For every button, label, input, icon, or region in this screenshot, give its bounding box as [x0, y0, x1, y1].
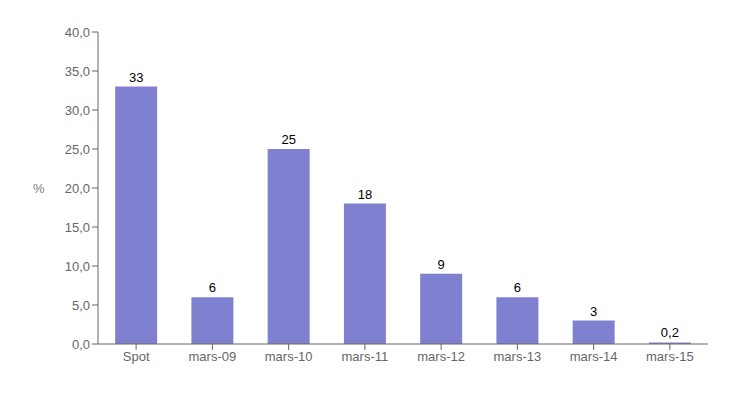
svg-text:25,0: 25,0 [65, 142, 90, 157]
svg-text:18: 18 [358, 187, 372, 202]
svg-text:mars-15: mars-15 [646, 349, 694, 364]
svg-text:Spot: Spot [123, 349, 150, 364]
svg-text:mars-12: mars-12 [417, 349, 465, 364]
svg-text:mars-14: mars-14 [570, 349, 618, 364]
svg-text:3: 3 [590, 304, 597, 319]
svg-text:6: 6 [514, 280, 521, 295]
svg-text:40,0: 40,0 [65, 25, 90, 40]
svg-text:10,0: 10,0 [65, 259, 90, 274]
svg-text:15,0: 15,0 [65, 220, 90, 235]
svg-text:35,0: 35,0 [65, 64, 90, 79]
svg-text:25: 25 [281, 132, 295, 147]
svg-text:9: 9 [438, 257, 445, 272]
svg-text:30,0: 30,0 [65, 103, 90, 118]
svg-text:5,0: 5,0 [72, 298, 90, 313]
svg-text:0,0: 0,0 [72, 337, 90, 352]
svg-text:6: 6 [209, 280, 216, 295]
svg-text:mars-09: mars-09 [189, 349, 237, 364]
svg-text:33: 33 [129, 70, 143, 85]
svg-text:%: % [33, 181, 45, 196]
svg-text:mars-11: mars-11 [342, 349, 389, 364]
svg-text:mars-13: mars-13 [494, 349, 542, 364]
svg-text:0,2: 0,2 [661, 325, 679, 340]
svg-text:mars-10: mars-10 [265, 349, 313, 364]
svg-text:20,0: 20,0 [65, 181, 90, 196]
